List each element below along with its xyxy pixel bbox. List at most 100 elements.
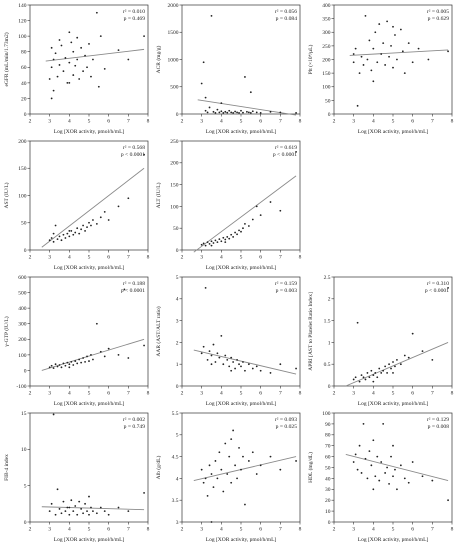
data-point [421, 350, 424, 353]
x-axis-label: Log [XOR activity, pmol/h/mL] [206, 537, 277, 543]
data-point [48, 78, 51, 80]
y-axis-label: Plt (×10⁴/µL) [307, 44, 314, 74]
data-point [240, 109, 242, 112]
data-point [66, 81, 69, 84]
y-tick-label: 4 [176, 297, 179, 303]
scatter-plot: 2 3 4 5 6 7 8 -100 0 100 200 300 400 500 600 Log [XOR a… [3, 275, 150, 407]
x-tick-label: 3 [48, 119, 51, 125]
data-point [82, 512, 84, 515]
data-point [204, 287, 207, 289]
data-point [117, 353, 120, 356]
x-tick-label: 6 [107, 255, 110, 261]
x-tick-label: 2 [333, 527, 336, 533]
data-point [80, 508, 83, 510]
data-point [431, 358, 434, 361]
y-tick-label: 0 [176, 384, 179, 390]
data-point [251, 451, 254, 454]
data-point [48, 239, 51, 242]
data-point [396, 358, 398, 361]
data-point [82, 70, 84, 73]
scatter-panel: 2 3 4 5 6 7 8 -100 0 100 200 300 400 500 600 Log [XOR a… [2, 274, 152, 408]
data-point [269, 455, 272, 458]
data-point [251, 218, 254, 221]
data-point [247, 460, 250, 462]
data-point [206, 111, 209, 114]
scatter-plot: 2 3 4 5 6 7 8 0 50 100 150 200 Log [XOR activity, pm… [3, 139, 150, 271]
y-tick-label: 1 [328, 340, 331, 346]
x-tick-label: 5 [88, 527, 91, 533]
regression-line [345, 453, 449, 482]
x-axis-label: Log [XOR activity, pmol/h/mL] [358, 537, 429, 543]
y-tick-label: 500 [18, 290, 27, 296]
data-point [70, 499, 73, 502]
data-point [48, 366, 51, 369]
x-tick-label: 6 [259, 119, 262, 125]
data-point [407, 356, 410, 359]
x-tick-label: 8 [147, 255, 150, 261]
data-point [86, 355, 88, 358]
data-point [90, 506, 92, 509]
x-tick-label: 5 [392, 391, 395, 397]
regression-line [41, 506, 145, 511]
data-point [417, 47, 420, 50]
data-point [370, 69, 373, 72]
y-tick-label: 500 [170, 85, 179, 91]
scatter-panel: 2 3 4 5 6 7 8 0 1 2 3 4 5 Log [XOR activity, pmol/h/m… [154, 274, 304, 408]
data-point [97, 85, 100, 88]
data-point [230, 233, 233, 236]
data-point [95, 11, 98, 14]
data-point [212, 486, 215, 489]
regression-line [193, 175, 297, 253]
data-point [295, 112, 297, 114]
y-tick-label: 3 [176, 520, 179, 526]
data-point [88, 495, 90, 498]
data-point [216, 108, 219, 111]
x-tick-label: 6 [107, 391, 110, 397]
y-tick-label: 30 [325, 487, 331, 493]
x-tick-label: 4 [220, 527, 223, 533]
data-point [50, 66, 53, 69]
x-axis-label: Log [XOR activity, pmol/h/mL] [206, 265, 277, 271]
y-tick-label: 200 [18, 139, 27, 145]
data-point [240, 468, 242, 471]
data-point [372, 380, 375, 383]
x-tick-label: 6 [259, 255, 262, 261]
data-point [50, 237, 53, 239]
r-squared-label: r² = 0.056 [275, 9, 297, 15]
data-point [242, 361, 244, 363]
data-point [399, 28, 402, 31]
data-point [78, 358, 81, 361]
data-point [52, 89, 55, 92]
data-point [376, 455, 379, 458]
data-point [403, 354, 406, 357]
y-tick-label: 1.5 [324, 319, 331, 325]
data-point [226, 473, 229, 475]
data-point [72, 74, 75, 76]
data-point [68, 235, 71, 238]
data-point [52, 240, 55, 243]
y-tick-label: 0 [24, 248, 27, 254]
data-point [362, 423, 365, 425]
r-squared-label: r² = 0.159 [275, 281, 297, 287]
x-tick-label: 4 [68, 391, 71, 397]
data-point [200, 468, 203, 471]
data-point [374, 475, 377, 478]
data-point [403, 72, 406, 75]
data-point [374, 31, 377, 34]
data-point [249, 112, 252, 114]
data-point [82, 357, 84, 359]
data-point [74, 64, 77, 67]
data-point [95, 222, 98, 225]
x-tick-label: 7 [127, 391, 130, 397]
x-tick-label: 6 [411, 119, 414, 125]
y-tick-label: 80 [325, 433, 331, 439]
data-point [90, 75, 92, 78]
data-point [107, 347, 110, 350]
data-point [68, 363, 71, 366]
data-point [50, 46, 53, 49]
data-point [86, 66, 88, 69]
data-point [392, 25, 394, 28]
x-tick-label: 8 [147, 119, 150, 125]
x-tick-label: 7 [127, 255, 130, 261]
data-point [220, 110, 223, 113]
